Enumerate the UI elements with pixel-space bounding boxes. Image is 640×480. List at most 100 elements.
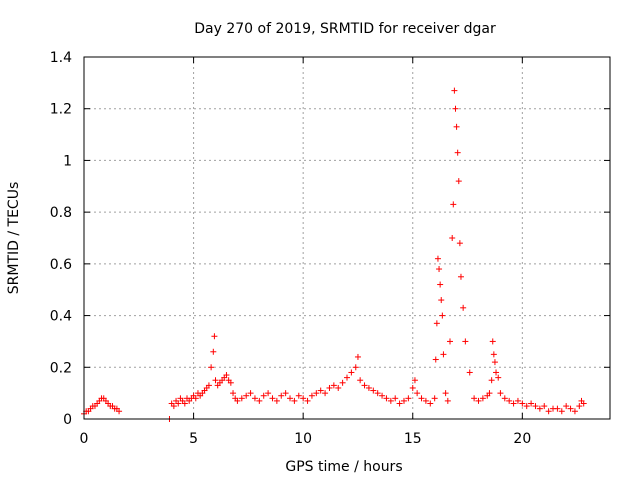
data-point <box>238 395 245 402</box>
data-point <box>308 392 315 399</box>
data-point <box>493 369 500 376</box>
data-point <box>326 384 333 391</box>
data-point <box>427 400 434 407</box>
x-axis-label: GPS time / hours <box>285 459 402 475</box>
data-point <box>304 397 311 404</box>
data-point <box>563 403 570 410</box>
data-point <box>379 392 386 399</box>
data-point <box>456 240 463 247</box>
data-point <box>354 353 361 360</box>
data-point <box>291 397 298 404</box>
chart-title: Day 270 of 2019, SRMTID for receiver dga… <box>194 21 496 37</box>
data-point <box>396 400 403 407</box>
grid-lines <box>84 57 610 419</box>
data-point <box>374 390 381 397</box>
data-point <box>455 178 462 185</box>
y-tick-label: 0.2 <box>50 360 72 376</box>
data-point <box>192 395 199 402</box>
y-tick-label: 0.4 <box>50 309 72 325</box>
data-point <box>451 87 458 94</box>
data-point <box>436 266 443 273</box>
data-point <box>365 384 372 391</box>
data-point <box>457 273 464 280</box>
y-tick-label: 1 <box>63 153 72 169</box>
data-point <box>558 408 565 415</box>
data-point <box>414 390 421 397</box>
data-point <box>348 369 355 376</box>
data-point <box>205 382 212 389</box>
data-point <box>116 408 123 415</box>
data-point <box>440 351 447 358</box>
data-point <box>234 397 241 404</box>
data-point <box>181 400 188 407</box>
data-point <box>405 395 412 402</box>
data-point <box>352 364 359 371</box>
data-point <box>479 395 486 402</box>
data-point <box>437 281 444 288</box>
data-point <box>387 397 394 404</box>
y-tick-label: 0.6 <box>50 257 72 273</box>
data-point <box>528 400 535 407</box>
data-point <box>208 364 215 371</box>
data-point <box>439 312 446 319</box>
data-point <box>322 390 329 397</box>
data-point <box>422 397 429 404</box>
data-point <box>344 374 350 381</box>
data-point <box>444 397 451 404</box>
data-point <box>514 397 521 404</box>
data-point <box>383 395 390 402</box>
data-point <box>541 403 548 410</box>
data-point <box>411 377 418 384</box>
data-point <box>247 390 254 397</box>
data-point <box>450 201 457 208</box>
data-point <box>462 338 469 345</box>
axis-tick-labels: 0 5 10 15 20 0 0.2 0.4 0.6 0.8 1 1.2 1.4 <box>50 50 532 447</box>
data-point <box>317 387 324 394</box>
y-tick-label: 1.4 <box>50 50 72 66</box>
data-point <box>251 395 258 402</box>
data-points <box>81 87 587 422</box>
data-point <box>260 392 267 399</box>
data-point <box>532 403 539 410</box>
data-point <box>576 403 583 410</box>
data-point <box>409 384 416 391</box>
data-point <box>571 408 578 415</box>
data-point <box>273 397 280 404</box>
data-point <box>313 390 320 397</box>
x-tick-label: 0 <box>80 431 89 447</box>
data-point <box>491 359 498 366</box>
y-tick-label: 0 <box>63 412 72 428</box>
data-point <box>466 369 473 376</box>
data-point <box>497 390 504 397</box>
data-point <box>488 377 495 384</box>
data-point <box>357 377 364 384</box>
data-point <box>490 351 497 358</box>
data-point <box>554 405 561 412</box>
x-tick-label: 20 <box>513 431 531 447</box>
data-point <box>495 374 502 381</box>
data-point <box>223 372 230 379</box>
data-point <box>489 338 496 345</box>
data-point <box>452 105 459 112</box>
data-point <box>211 333 218 340</box>
data-point <box>454 149 461 156</box>
data-point <box>256 397 263 404</box>
data-point <box>449 235 456 241</box>
data-point <box>453 123 460 130</box>
data-point <box>475 397 482 404</box>
data-point <box>523 403 530 410</box>
data-point <box>295 392 302 399</box>
data-point <box>433 320 440 327</box>
data-point <box>265 390 272 397</box>
data-point <box>170 403 177 410</box>
data-point <box>471 395 478 402</box>
data-point <box>392 395 399 402</box>
data-point <box>460 304 467 311</box>
data-point <box>438 297 445 304</box>
data-point <box>418 395 425 402</box>
data-point <box>227 379 234 386</box>
data-point <box>545 408 552 415</box>
data-point <box>330 382 337 389</box>
data-point <box>536 405 543 412</box>
y-tick-label: 0.8 <box>50 205 72 221</box>
